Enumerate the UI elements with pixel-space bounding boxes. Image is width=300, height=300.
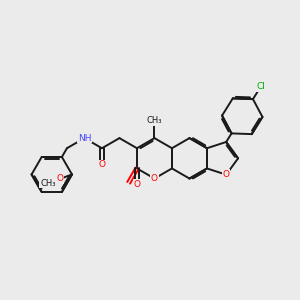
Text: O: O	[134, 180, 140, 189]
Text: O: O	[56, 175, 63, 184]
Text: CH₃: CH₃	[40, 179, 56, 188]
Text: O: O	[98, 160, 105, 169]
Text: Cl: Cl	[256, 82, 265, 91]
Text: CH₃: CH₃	[147, 116, 162, 125]
Text: O: O	[223, 170, 230, 179]
Text: O: O	[151, 174, 158, 183]
Text: NH: NH	[78, 134, 91, 142]
